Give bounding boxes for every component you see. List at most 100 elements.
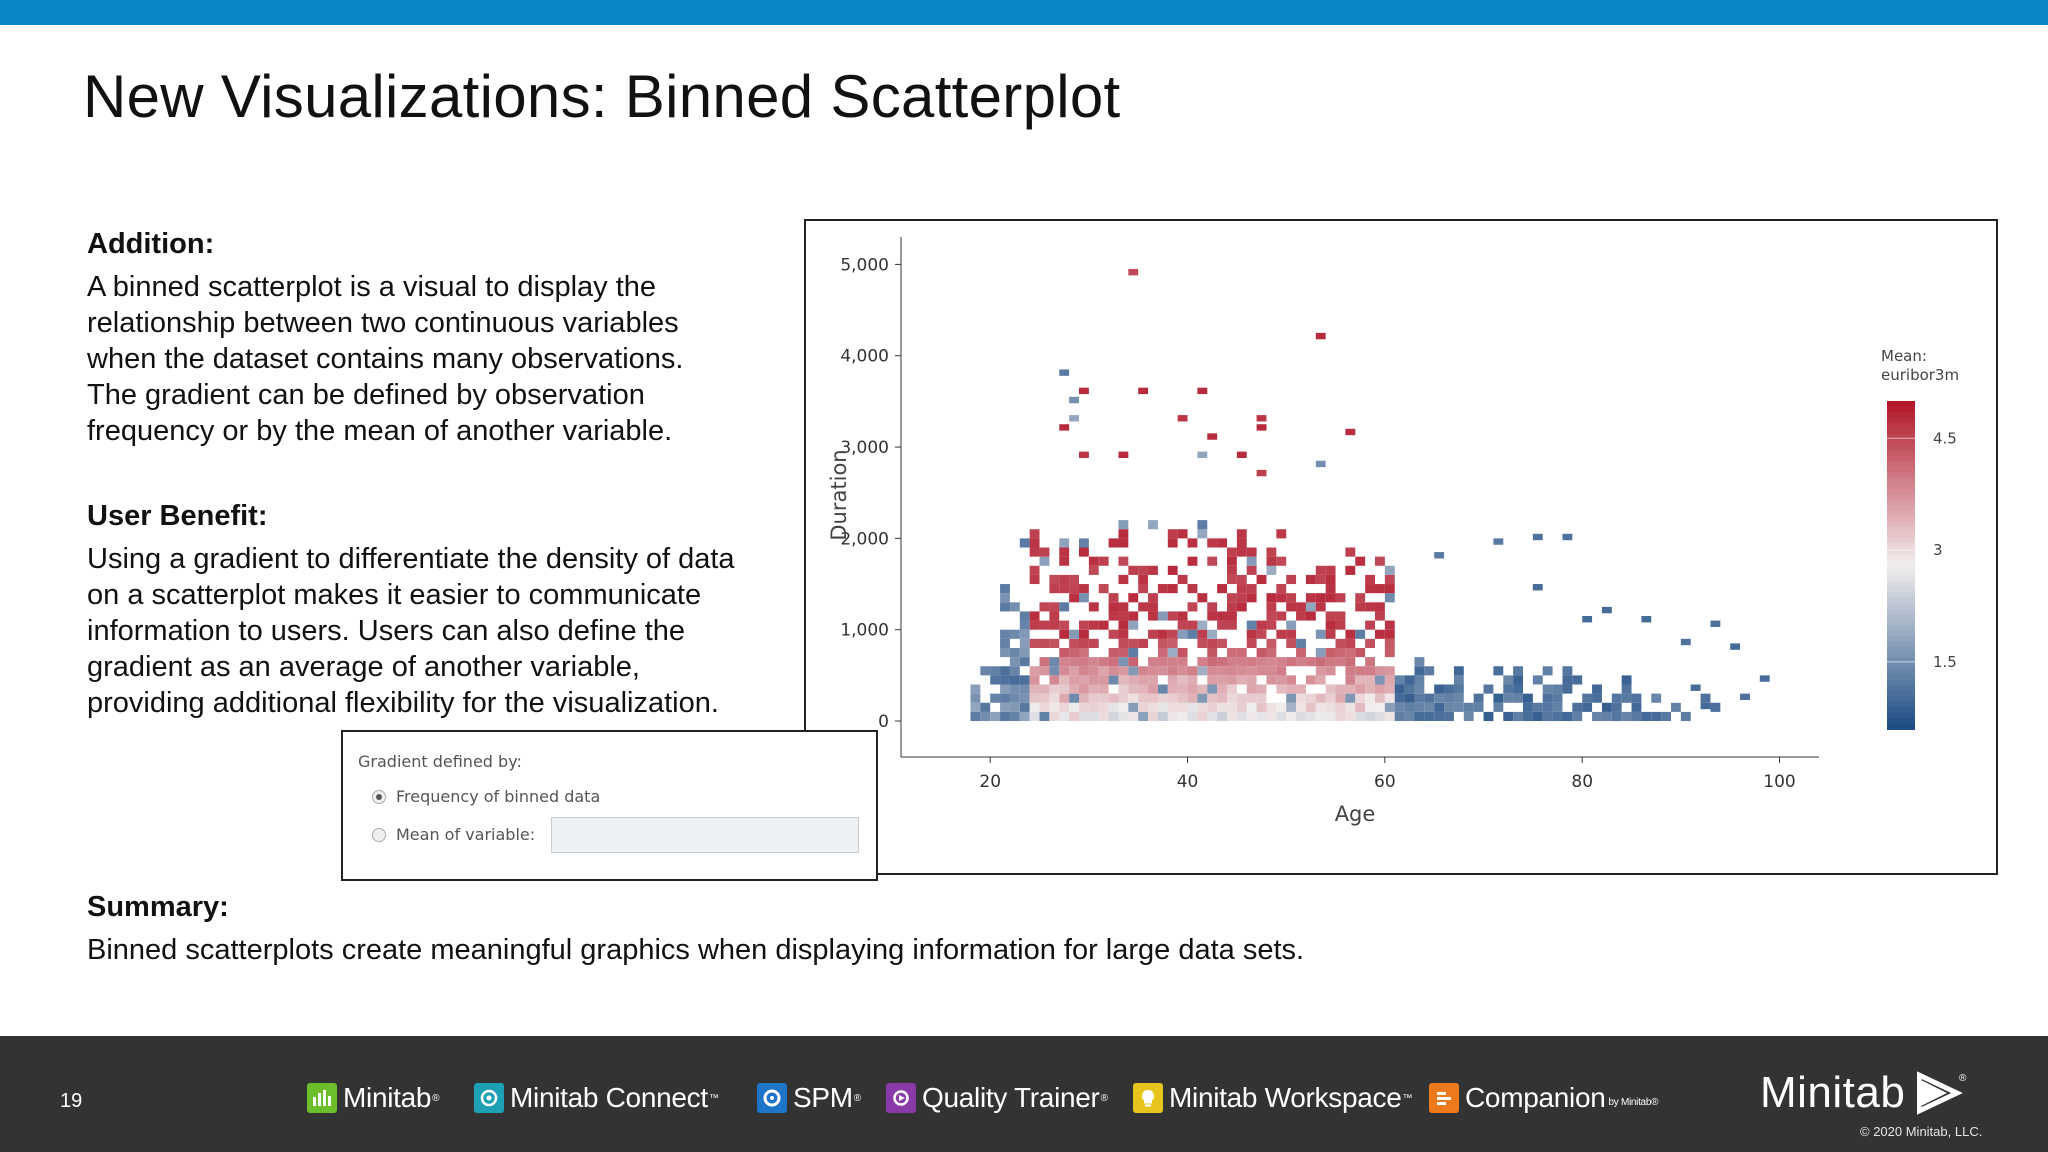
bin-cell (1167, 675, 1178, 685)
bin-cell (1019, 638, 1030, 648)
legend-gradient-step (1887, 515, 1915, 523)
bin-cell (1029, 684, 1040, 694)
bin-cell (1513, 711, 1523, 722)
outlier-bin (1740, 693, 1750, 701)
bin-cell (1108, 702, 1119, 712)
frequency-radio-option[interactable]: Frequency of binned data (372, 787, 600, 806)
bin-cell (1315, 574, 1326, 585)
legend-gradient-step (1887, 461, 1915, 468)
bin-cell (1118, 666, 1129, 676)
bin-cell (1345, 666, 1356, 676)
bin-cell (1039, 693, 1050, 703)
bin-cell (1523, 693, 1533, 703)
addition-line: The gradient can be defined by observati… (87, 379, 645, 411)
bin-cell (1453, 684, 1464, 694)
bin-cell (1039, 620, 1050, 630)
mean-variable-radio-label: Mean of variable: (396, 825, 536, 844)
bin-cell (1266, 666, 1277, 676)
slide-title: New Visualizations: Binned Scatterplot (83, 63, 1121, 130)
legend-gradient-step (1887, 483, 1915, 490)
bin-cell (1197, 620, 1208, 630)
mean-variable-radio-option[interactable]: Mean of variable: (372, 825, 535, 844)
mean-variable-input[interactable] (551, 817, 859, 853)
bin-cell (1118, 574, 1129, 585)
product-minitab-workspace: Minitab Workspace ™ (1133, 1082, 1412, 1114)
bin-cell (1138, 666, 1149, 676)
bin-cell (1148, 675, 1158, 685)
bin-cell (1187, 666, 1198, 676)
bin-cell (1019, 629, 1030, 639)
product-name: Minitab Workspace (1169, 1082, 1402, 1113)
bin-cell (1601, 702, 1612, 712)
bin-cell (1592, 711, 1602, 722)
product-mark: ® (1100, 1092, 1108, 1104)
bin-cell (1079, 638, 1089, 648)
legend-gradient-step (1887, 701, 1915, 709)
bin-cell (1345, 675, 1356, 685)
bin-cell (1365, 638, 1375, 648)
bin-cell (1059, 584, 1070, 594)
legend-gradient-step (1887, 565, 1915, 572)
legend-gradient-step (1887, 450, 1915, 457)
bin-cell (1069, 647, 1079, 658)
bin-cell (1049, 675, 1060, 685)
bin-cell (1256, 684, 1267, 694)
outlier-bin (1315, 460, 1326, 468)
legend-gradient-step (1887, 422, 1915, 430)
bin-cell (1148, 711, 1158, 722)
bin-cell (1009, 702, 1020, 712)
bin-cell (1236, 675, 1247, 685)
bin-cell (1483, 711, 1494, 722)
bin-cell (970, 693, 981, 703)
outlier-bin (1345, 428, 1356, 436)
bin-cell (1009, 647, 1020, 658)
bin-cell (1404, 693, 1415, 703)
bin-cell (1483, 684, 1494, 694)
bin-cell (1296, 638, 1306, 648)
bin-cell (1197, 638, 1208, 648)
bin-cell (1019, 684, 1030, 694)
bin-cell (1197, 693, 1208, 703)
addition-heading: Addition: (87, 228, 215, 260)
bin-cell (1246, 620, 1257, 630)
bin-cell (1256, 629, 1267, 639)
mean-variable-radio-button[interactable] (372, 827, 386, 842)
bin-cell (1227, 675, 1237, 685)
bin-cell (1335, 684, 1346, 694)
bin-cell (1128, 593, 1139, 603)
bin-cell (1059, 702, 1070, 712)
bin-cell (1187, 693, 1198, 703)
bin-cell (1197, 666, 1208, 676)
bin-cell (1118, 538, 1129, 548)
bin-cell (1049, 693, 1060, 703)
legend-gradient-step (1887, 718, 1915, 725)
bin-cell (1108, 666, 1119, 676)
bin-cell (1305, 711, 1316, 722)
bin-cell (1000, 629, 1010, 639)
legend-gradient-step (1887, 504, 1915, 512)
legend-gradient-step (1887, 439, 1915, 446)
bin-cell (1532, 675, 1543, 685)
bin-cell (1217, 611, 1227, 621)
bin-cell (1552, 693, 1563, 703)
bin-cell (1148, 611, 1158, 621)
product-mark: ® (432, 1092, 440, 1104)
bin-cell (1335, 593, 1346, 603)
bin-cell (1562, 675, 1573, 685)
bin-cell (1079, 620, 1089, 630)
bin-cell (1059, 620, 1070, 630)
frequency-radio-label: Frequency of binned data (396, 787, 601, 806)
bin-cell (1473, 693, 1484, 703)
bin-cell (1375, 602, 1385, 612)
bin-cell (1217, 638, 1227, 648)
bin-cell (1384, 620, 1395, 630)
bin-cell (1128, 638, 1139, 648)
bin-cell (1088, 693, 1099, 703)
bin-cell (1167, 638, 1178, 648)
bin-cell (1019, 647, 1030, 658)
bin-cell (1296, 602, 1306, 612)
bin-cell (1355, 711, 1366, 722)
frequency-radio-button[interactable] (372, 789, 386, 804)
bin-cell (1375, 666, 1385, 676)
bin-cell (1276, 593, 1287, 603)
